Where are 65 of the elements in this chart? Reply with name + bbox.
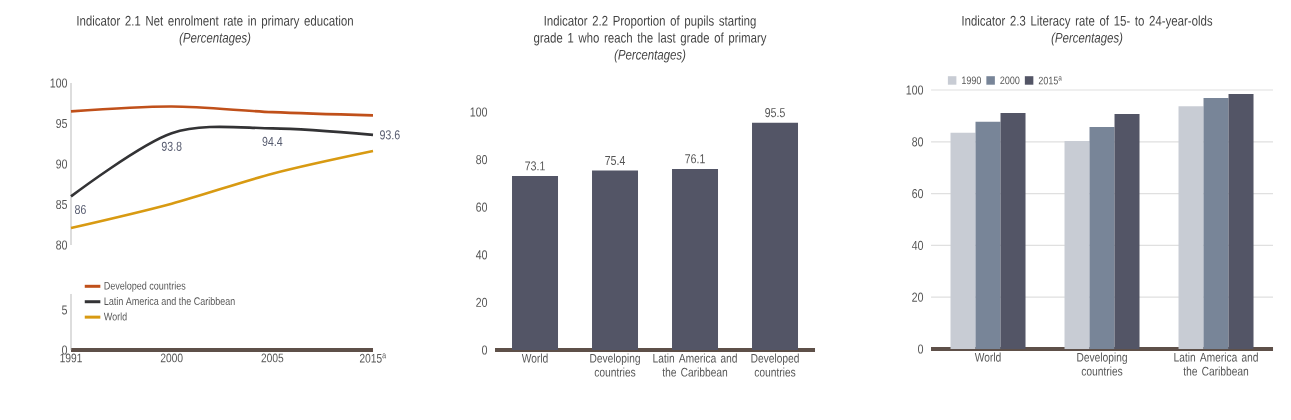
chart-subtitle: (Percentages)	[179, 32, 251, 46]
y-tick-label: 100	[470, 107, 488, 117]
x-tick-label: Developing countries	[1077, 352, 1127, 376]
y-tick-label: 0	[62, 345, 68, 355]
y-tick-label: 0	[918, 344, 924, 354]
data-label: 93.8	[161, 141, 182, 151]
bar	[1228, 93, 1254, 349]
data-label: 73.1	[525, 161, 545, 171]
y-tick-label: 40	[475, 250, 488, 260]
bar	[1089, 127, 1115, 349]
x-tick-label: Latin America and the Caribbean	[653, 353, 737, 377]
y-tick-label: 100	[906, 85, 924, 95]
y-tick-label: 20	[476, 297, 488, 307]
legend-label: 2015$^{a}$	[1038, 76, 1062, 85]
bar	[1203, 98, 1229, 349]
bar	[592, 170, 639, 350]
y-tick-label: 40	[911, 240, 924, 250]
bar	[672, 168, 719, 350]
chart-title: Indicator 2.1 Net enrolment rate in primary education	[77, 15, 353, 29]
chart-subtitle: (Percentages)	[1051, 32, 1123, 46]
bar	[1064, 141, 1090, 349]
y-tick-label: 60	[912, 189, 924, 199]
data-label: 75.4	[605, 155, 626, 166]
x-tick-label: Developing countries	[590, 353, 640, 377]
y-tick-label: 60	[476, 202, 488, 212]
x-tick-label: World	[974, 352, 1001, 362]
chart-title: Indicator 2.2 Proportion of pupils starting grade 1 who reach the last grade of primary	[533, 15, 767, 46]
data-label: 95.5	[765, 108, 785, 118]
y-tick-label: 0	[482, 345, 488, 355]
y-tick-label: 85	[56, 199, 68, 210]
legend-label: 1990	[962, 76, 982, 85]
legend-label: Developed countries	[104, 281, 186, 292]
chart-subtitle: (Percentages)	[614, 49, 686, 63]
x-tick-label: 2015$^{a}$	[359, 353, 387, 363]
y-tick-label: 80	[912, 137, 924, 147]
y-tick-label: 100	[50, 78, 68, 88]
data-label: 94.4	[262, 136, 283, 147]
y-tick-label: 90	[56, 159, 68, 169]
line-series	[69, 149, 375, 230]
y-tick-label: 80	[476, 155, 488, 165]
chart-title: Indicator 2.3 Literacy rate of 15- to 24-year-olds	[962, 15, 1213, 29]
bar	[1178, 106, 1204, 349]
line-series	[69, 105, 375, 117]
data-label: 86	[74, 204, 86, 215]
x-tick-label: 2000	[160, 353, 183, 363]
x-tick-label: Developed countries	[751, 353, 799, 377]
x-tick-label: Latin America and the Caribbean	[1174, 352, 1258, 376]
bar	[950, 132, 976, 349]
legend-label: World	[103, 312, 127, 321]
x-tick-label: 2005	[261, 353, 284, 363]
legend-label: Latin America and the Caribbean	[104, 297, 235, 306]
y-tick-label: 80	[56, 240, 68, 250]
legend-label: 2000	[1000, 76, 1020, 85]
y-tick-label: 95	[56, 118, 68, 129]
y-tick-label: 20	[912, 292, 924, 302]
data-label: 76.1	[685, 154, 705, 164]
bar	[1114, 114, 1140, 349]
bar	[752, 122, 799, 350]
data-label: 93.6	[380, 130, 400, 140]
x-tick-label: 1991	[60, 353, 82, 363]
x-tick-label: World	[521, 353, 548, 363]
y-tick-label: 5	[62, 305, 68, 315]
bar	[975, 121, 1001, 349]
bar	[1000, 113, 1026, 349]
bar	[512, 176, 559, 350]
